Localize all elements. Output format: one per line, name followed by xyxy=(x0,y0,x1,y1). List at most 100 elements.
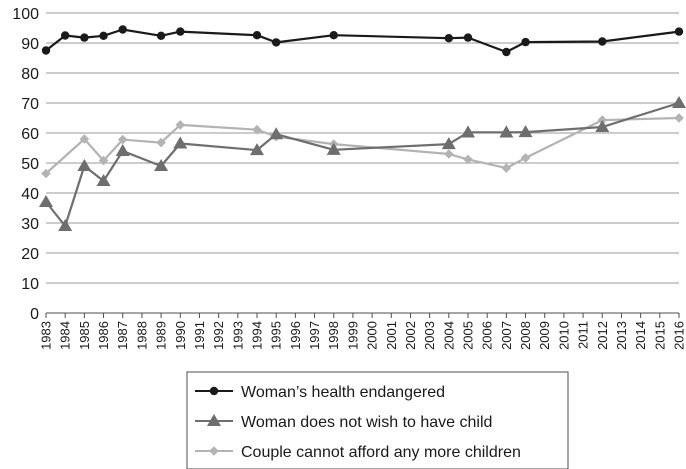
data-point xyxy=(672,96,686,109)
x-tick-label: 1988 xyxy=(134,321,149,350)
x-tick-label: 1991 xyxy=(192,321,207,350)
data-point xyxy=(154,159,169,172)
data-point xyxy=(463,33,473,42)
x-tick-label: 1984 xyxy=(58,321,73,350)
x-tick-label: 2016 xyxy=(672,321,686,350)
x-tick-label: 2005 xyxy=(461,321,476,350)
data-point xyxy=(444,149,454,159)
data-point xyxy=(502,47,511,57)
data-point xyxy=(58,219,73,232)
legend-swatch-marker xyxy=(209,446,219,456)
series-2 xyxy=(39,96,686,232)
data-point xyxy=(77,159,92,172)
legend-label: Woman does not wish to have child xyxy=(241,414,492,431)
x-tick-label: 2015 xyxy=(652,321,667,350)
legend-item: Couple cannot afford any more children xyxy=(195,444,521,461)
x-tick-label: 1986 xyxy=(96,321,111,350)
x-tick-label: 1990 xyxy=(173,321,188,350)
x-tick-label: 1983 xyxy=(39,321,54,350)
data-point xyxy=(156,31,166,40)
data-point xyxy=(41,168,51,179)
y-tick-label: 20 xyxy=(21,246,39,263)
x-tick-label: 2013 xyxy=(614,321,629,350)
x-tick-label: 2003 xyxy=(422,321,437,350)
data-point xyxy=(518,125,533,138)
data-point xyxy=(595,120,610,133)
x-tick-label: 1987 xyxy=(115,321,130,350)
data-point xyxy=(501,163,512,173)
data-point xyxy=(156,137,166,148)
data-point xyxy=(117,134,128,145)
x-tick-label: 1989 xyxy=(154,321,169,350)
data-point xyxy=(39,195,53,208)
x-tick-label: 2009 xyxy=(537,321,552,350)
legend-item: Woman’s health endangered xyxy=(195,384,445,401)
y-tick-label: 10 xyxy=(21,276,39,293)
x-tick-label: 2011 xyxy=(576,321,591,349)
legend-swatch-marker xyxy=(209,386,219,396)
legend-item: Woman does not wish to have child xyxy=(195,414,492,431)
data-point xyxy=(461,125,475,138)
data-point xyxy=(252,124,262,135)
series-line xyxy=(45,101,680,228)
legend-swatch-marker xyxy=(207,414,221,427)
x-tick-label: 1993 xyxy=(230,321,245,350)
x-tick-label: 1999 xyxy=(345,321,360,350)
series-line xyxy=(45,28,680,54)
y-tick-label: 40 xyxy=(21,186,39,203)
data-point xyxy=(271,38,281,47)
data-point xyxy=(463,154,473,165)
data-point xyxy=(674,113,684,123)
x-tick-label: 2012 xyxy=(595,321,610,350)
y-tick-label: 70 xyxy=(21,96,39,113)
data-point xyxy=(99,31,108,40)
series-3 xyxy=(41,113,684,179)
data-point xyxy=(173,136,188,149)
data-point xyxy=(499,125,514,138)
x-tick-label: 2004 xyxy=(441,321,456,350)
y-tick-label: 60 xyxy=(21,126,39,143)
x-tick-label: 1985 xyxy=(77,321,92,350)
data-point xyxy=(326,142,341,155)
data-point xyxy=(96,174,111,187)
legend: Woman’s health endangered Woman does not … xyxy=(186,371,569,469)
data-point xyxy=(329,31,338,40)
y-tick-label: 0 xyxy=(30,306,39,323)
y-tick-label: 50 xyxy=(21,156,39,173)
data-point xyxy=(98,155,109,166)
y-tick-label: 80 xyxy=(21,66,39,83)
y-tick-label: 90 xyxy=(21,36,39,53)
x-tick-label: 1992 xyxy=(211,321,226,350)
legend-label: Couple cannot afford any more children xyxy=(241,444,521,461)
data-point xyxy=(118,25,127,34)
axes: 0 10 20 30 40 50 60 70 80 90 100 1983 1984 1985 1986 19… xyxy=(12,6,686,350)
x-tick-label: 1998 xyxy=(326,321,341,350)
series-line xyxy=(45,116,680,175)
data-point xyxy=(269,127,284,140)
x-tick-label: 2008 xyxy=(518,321,533,350)
data-point xyxy=(176,27,185,36)
series-1 xyxy=(41,25,684,57)
data-point xyxy=(674,27,684,36)
x-tick-label: 1997 xyxy=(307,321,322,350)
data-point xyxy=(115,144,130,157)
data-point xyxy=(60,31,70,40)
data-point xyxy=(252,31,262,40)
data-point xyxy=(250,143,264,156)
x-tick-label: 2014 xyxy=(633,321,648,350)
data-point xyxy=(41,46,51,55)
data-point xyxy=(441,137,456,150)
data-point xyxy=(598,37,607,46)
gridlines xyxy=(46,12,679,284)
x-tick-label: 2010 xyxy=(556,321,571,350)
y-tick-label: 30 xyxy=(21,216,39,233)
data-point xyxy=(520,153,531,163)
x-tick-label: 2007 xyxy=(499,321,514,350)
x-tick-label: 1995 xyxy=(269,321,284,350)
x-tick-label: 2001 xyxy=(384,321,399,350)
plot-area xyxy=(39,25,686,232)
x-tick-label: 1996 xyxy=(288,321,303,350)
legend-label: Woman’s health endangered xyxy=(241,384,445,401)
